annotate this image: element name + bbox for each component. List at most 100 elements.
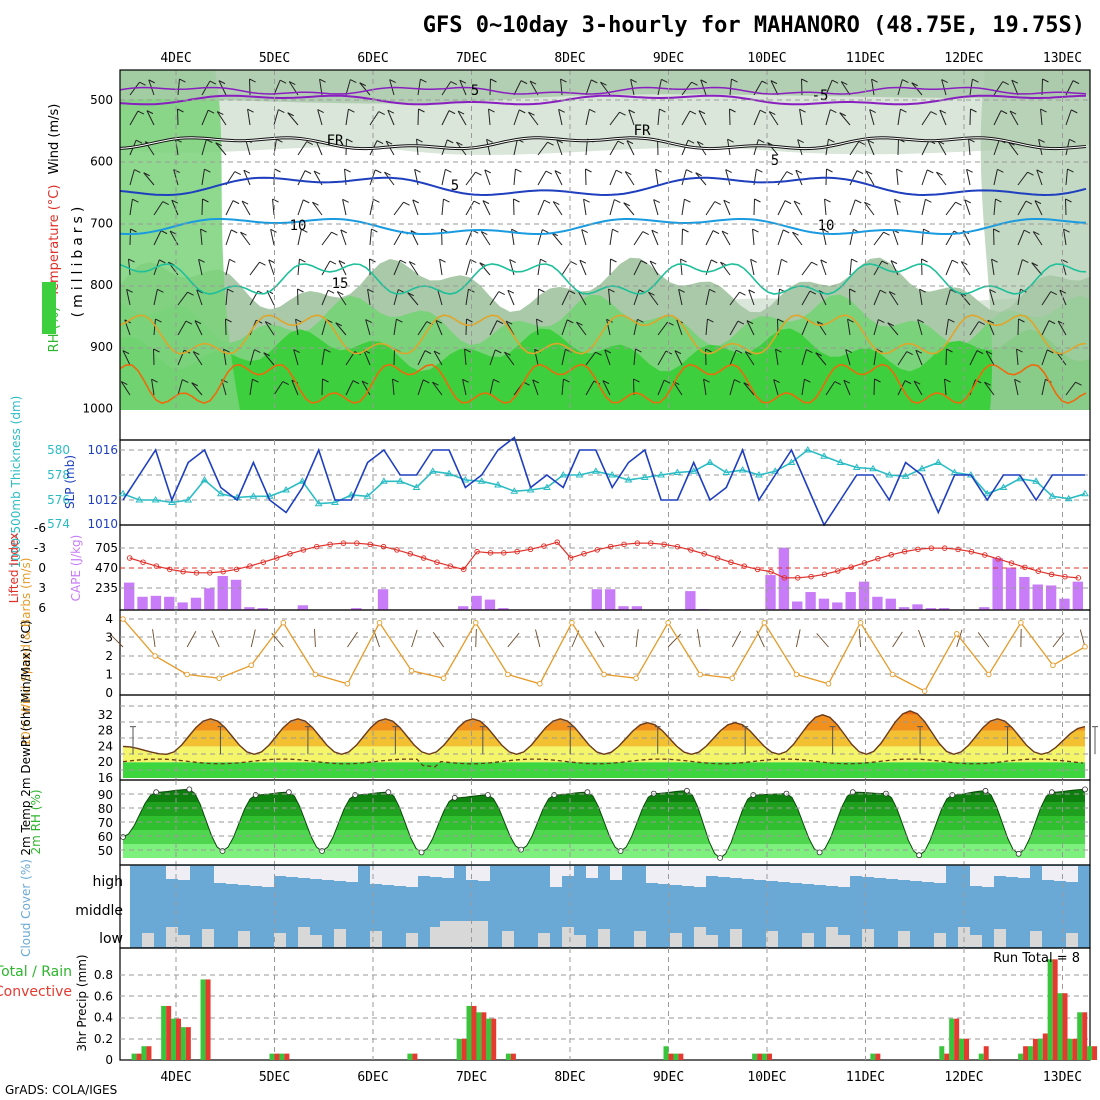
cloud-high-bar bbox=[718, 866, 730, 877]
date-label-top: 13DEC bbox=[1043, 51, 1082, 66]
wind-barb-flag bbox=[735, 349, 743, 354]
wind-barb-flag bbox=[128, 258, 135, 263]
lifted-marker bbox=[848, 564, 854, 570]
wind-barb-flag bbox=[547, 141, 554, 146]
thickness-line-marker bbox=[477, 477, 486, 484]
wind-barb bbox=[944, 379, 947, 396]
wind-barb bbox=[321, 319, 327, 336]
wind-barb-flag bbox=[697, 141, 704, 146]
wind-barb bbox=[505, 320, 515, 336]
date-label-bottom: 12DEC bbox=[944, 1070, 983, 1085]
wind-barb-flag bbox=[519, 109, 526, 114]
wind-barb-flag bbox=[148, 79, 155, 84]
wind10-tick: 4 bbox=[105, 612, 113, 626]
wind-barb-flag bbox=[554, 170, 562, 175]
wind10-marker bbox=[569, 619, 575, 626]
precip-total-bar bbox=[1018, 1053, 1024, 1060]
wind-barb bbox=[753, 139, 759, 156]
wind-barb bbox=[177, 379, 183, 396]
wind-barb bbox=[871, 79, 875, 96]
wind-barb-flag bbox=[754, 198, 761, 203]
cloud-high-bar bbox=[922, 866, 934, 882]
lifted-marker bbox=[794, 575, 801, 581]
cloud-layer-label: low bbox=[99, 931, 123, 947]
wind-barb-flag bbox=[151, 378, 158, 383]
wind-barb bbox=[869, 109, 875, 126]
precip-total-bar bbox=[978, 1053, 984, 1060]
wind-barb-flag bbox=[335, 322, 342, 327]
wind-barb-flag bbox=[828, 138, 835, 143]
pressure-tick: 700 bbox=[90, 216, 113, 230]
wind-barb bbox=[1065, 109, 1072, 126]
wind10-marker bbox=[729, 675, 736, 681]
wind-barb-flag bbox=[684, 198, 691, 203]
wind-barb bbox=[1032, 231, 1043, 246]
wind10-barb bbox=[956, 629, 963, 648]
cloud-low-bar bbox=[694, 927, 706, 947]
thickness-line-marker bbox=[852, 463, 861, 470]
wind-barb-flag bbox=[282, 381, 289, 386]
wind-barb bbox=[369, 111, 380, 126]
upper-axis-labels: RH (%) Temperature (°C) Wind (m/s) (mill… bbox=[42, 104, 86, 352]
wind-barb-flag bbox=[409, 261, 416, 266]
thickness-line-marker bbox=[428, 467, 437, 474]
rh-marker bbox=[617, 848, 624, 854]
wind-barb-flag bbox=[1059, 289, 1067, 294]
wind-barb-flag bbox=[874, 378, 881, 383]
wind-barb bbox=[369, 229, 372, 246]
wind-barb-flag bbox=[815, 352, 822, 357]
wind-barb bbox=[672, 381, 683, 396]
wind-barb-flag bbox=[466, 318, 473, 323]
wind-barb-flag bbox=[851, 258, 858, 263]
wind-barb-flag bbox=[625, 171, 632, 176]
wind-barb bbox=[1065, 381, 1076, 396]
wind-barb-flag bbox=[229, 258, 236, 263]
cloud-low-bar bbox=[178, 935, 190, 947]
wind-barb-flag bbox=[399, 259, 407, 264]
thickness-line-marker bbox=[591, 467, 600, 474]
lifted-marker bbox=[714, 555, 721, 561]
thickness-slp-panel: 580 578 576 574 1016 1012 1010 1000-500mb Thic… bbox=[9, 396, 1091, 568]
cloud-high-bar bbox=[262, 866, 274, 887]
wind-barb bbox=[729, 320, 739, 336]
wind10-barb bbox=[475, 628, 477, 648]
wind-barb-flag bbox=[995, 198, 1002, 203]
wind-barb-flag bbox=[921, 258, 928, 263]
thickness-line-marker bbox=[526, 486, 535, 493]
cape-bar bbox=[244, 607, 255, 610]
cloud-high-bar bbox=[430, 866, 442, 877]
date-label-bottom: 10DEC bbox=[747, 1070, 786, 1085]
wind-barb bbox=[504, 351, 515, 366]
wind-barb bbox=[264, 321, 275, 336]
wind-barb bbox=[417, 321, 428, 336]
wind-barb-flag bbox=[507, 289, 515, 294]
lifted-marker bbox=[1075, 575, 1082, 581]
wind10-barb bbox=[795, 629, 801, 648]
wind-barb-flag bbox=[758, 139, 765, 144]
cloud-low-bar bbox=[1066, 933, 1078, 947]
wind-barb-flag bbox=[595, 351, 602, 356]
cloud-low-bar bbox=[406, 933, 418, 947]
thickness-line-marker bbox=[135, 496, 144, 503]
wind-barb bbox=[225, 200, 234, 216]
temp-band bbox=[123, 710, 1085, 715]
wind10-marker bbox=[408, 668, 415, 674]
wind-barb bbox=[777, 259, 782, 276]
lifted-marker bbox=[380, 543, 387, 550]
slp-tick: 1012 bbox=[87, 493, 118, 507]
wind-barb bbox=[464, 349, 467, 366]
precip-convective-bar bbox=[954, 1018, 960, 1060]
wind-barb-flag bbox=[687, 139, 695, 144]
rh-marker bbox=[982, 787, 989, 794]
wind-barb bbox=[245, 139, 251, 156]
lifted-marker bbox=[728, 559, 734, 566]
wind-barb-flag bbox=[435, 319, 443, 324]
wind-barb-flag bbox=[297, 288, 304, 293]
wind-barb bbox=[268, 259, 275, 276]
cloud-low-bar bbox=[310, 935, 322, 947]
wind-barb-flag bbox=[917, 319, 924, 324]
wind-barb-flag bbox=[159, 259, 166, 264]
wind-barb-flag bbox=[407, 292, 414, 297]
thickness-line-marker bbox=[1048, 492, 1057, 499]
